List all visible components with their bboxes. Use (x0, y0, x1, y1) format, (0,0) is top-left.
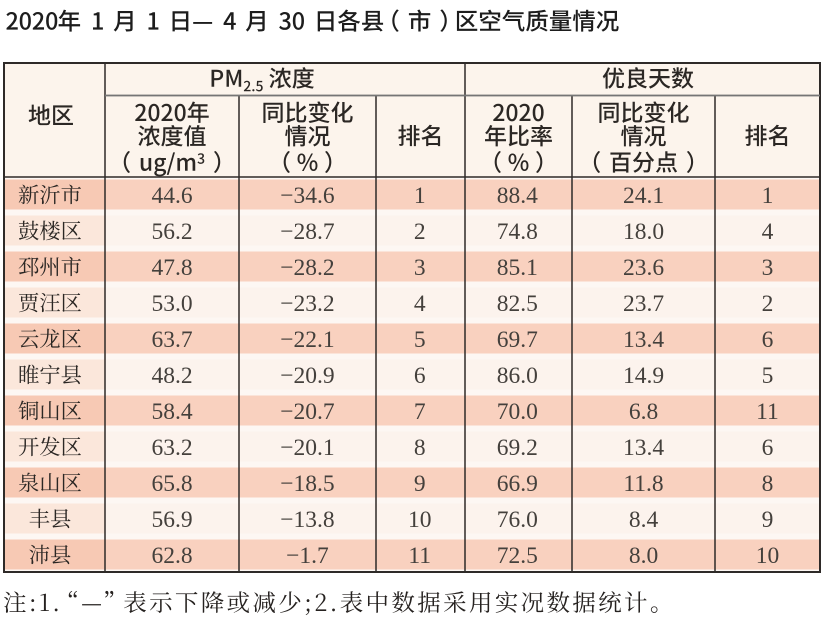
svg-text:−34.6: −34.6 (280, 183, 335, 209)
svg-text:14.9: 14.9 (623, 363, 664, 389)
svg-text:−28.7: −28.7 (280, 219, 335, 245)
svg-text:5: 5 (414, 327, 426, 353)
svg-text:1: 1 (762, 183, 774, 209)
svg-text:86.0: 86.0 (497, 363, 538, 389)
svg-text:2: 2 (762, 291, 774, 317)
svg-text:69.2: 69.2 (497, 435, 538, 461)
svg-text:6: 6 (762, 327, 774, 353)
svg-text:23.6: 23.6 (623, 255, 664, 281)
svg-text:56.9: 56.9 (151, 507, 192, 533)
svg-text:6: 6 (414, 363, 426, 389)
svg-text:63.2: 63.2 (151, 435, 192, 461)
svg-text:6.8: 6.8 (629, 399, 658, 425)
svg-text:3: 3 (762, 255, 774, 281)
svg-text:7: 7 (414, 399, 426, 425)
svg-text:6: 6 (762, 435, 774, 461)
svg-text:18.0: 18.0 (623, 219, 664, 245)
svg-text:10: 10 (756, 543, 780, 569)
svg-text:88.4: 88.4 (497, 183, 538, 209)
svg-text:−20.1: −20.1 (280, 435, 334, 461)
svg-text:3: 3 (414, 255, 426, 281)
svg-text:44.6: 44.6 (151, 183, 192, 209)
svg-text:76.0: 76.0 (497, 507, 538, 533)
svg-text:−1.7: −1.7 (286, 543, 329, 569)
svg-text:−22.1: −22.1 (280, 327, 334, 353)
svg-text:56.2: 56.2 (151, 219, 192, 245)
svg-text:47.8: 47.8 (151, 255, 192, 281)
svg-text:13.4: 13.4 (623, 435, 664, 461)
svg-text:72.5: 72.5 (497, 543, 538, 569)
svg-text:8.4: 8.4 (629, 507, 659, 533)
svg-text:4: 4 (414, 291, 426, 317)
svg-text:62.8: 62.8 (151, 543, 192, 569)
svg-text:−23.2: −23.2 (280, 291, 334, 317)
svg-text:53.0: 53.0 (151, 291, 192, 317)
svg-text:−20.7: −20.7 (280, 399, 335, 425)
svg-text:9: 9 (762, 507, 774, 533)
svg-text:23.7: 23.7 (623, 291, 664, 317)
svg-text:70.0: 70.0 (497, 399, 538, 425)
svg-text:74.8: 74.8 (497, 219, 538, 245)
svg-text:4: 4 (762, 219, 774, 245)
svg-text:85.1: 85.1 (497, 255, 538, 281)
svg-text:−20.9: −20.9 (280, 363, 334, 389)
svg-text:5: 5 (762, 363, 774, 389)
svg-text:8: 8 (414, 435, 426, 461)
svg-text:8.0: 8.0 (629, 543, 658, 569)
svg-text:−28.2: −28.2 (280, 255, 334, 281)
svg-text:82.5: 82.5 (497, 291, 538, 317)
svg-text:48.2: 48.2 (151, 363, 192, 389)
svg-text:65.8: 65.8 (151, 471, 192, 497)
svg-text:9: 9 (414, 471, 426, 497)
svg-text:1: 1 (414, 183, 426, 209)
svg-text:8: 8 (762, 471, 774, 497)
svg-text:11: 11 (756, 399, 779, 425)
svg-text:11: 11 (408, 543, 431, 569)
svg-text:63.7: 63.7 (151, 327, 192, 353)
svg-text:10: 10 (408, 507, 432, 533)
svg-text:69.7: 69.7 (497, 327, 538, 353)
svg-text:24.1: 24.1 (623, 183, 664, 209)
svg-text:11.8: 11.8 (623, 471, 663, 497)
svg-text:66.9: 66.9 (497, 471, 538, 497)
svg-text:13.4: 13.4 (623, 327, 664, 353)
svg-text:2: 2 (414, 219, 426, 245)
svg-text:58.4: 58.4 (151, 399, 192, 425)
svg-text:−13.8: −13.8 (280, 507, 334, 533)
svg-text:−18.5: −18.5 (280, 471, 334, 497)
